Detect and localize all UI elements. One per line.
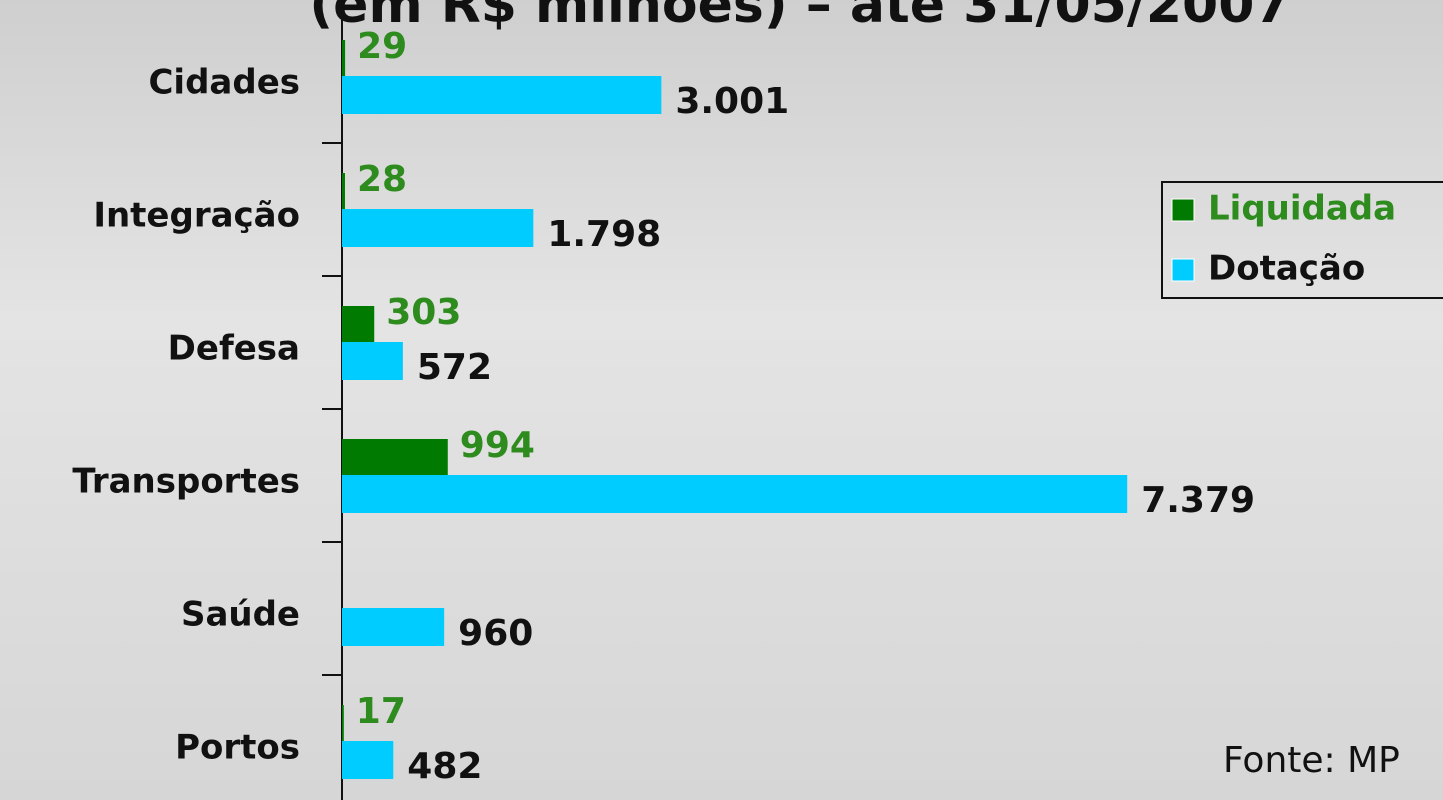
bar: [342, 40, 346, 76]
bar: [342, 741, 394, 779]
value-label: 3.001: [675, 81, 789, 122]
value-label: 1.798: [547, 214, 661, 255]
legend-swatch: [1171, 198, 1195, 222]
bar: [342, 705, 344, 741]
bar: [342, 342, 403, 380]
legend-swatch: [1171, 258, 1195, 282]
category-label: Saúde: [181, 595, 300, 635]
legend-label: Liquidada: [1208, 189, 1396, 229]
category-label: Transportes: [72, 462, 300, 502]
source-note: Fonte: MP: [1223, 740, 1400, 781]
bar: [342, 76, 662, 114]
value-label: 482: [407, 746, 482, 787]
value-label: 994: [460, 425, 535, 466]
value-label: 17: [356, 691, 406, 732]
bar: [342, 209, 534, 247]
bar: [342, 306, 375, 342]
value-label: 29: [357, 26, 407, 67]
bar: [342, 173, 345, 209]
value-label: 572: [417, 347, 492, 388]
bar: [342, 608, 445, 646]
bar: [342, 475, 1128, 513]
category-label: Cidades: [148, 63, 300, 103]
chart-title: (em R$ milhões) – até 31/05/2007: [309, 0, 1290, 35]
category-label: Portos: [175, 728, 300, 768]
value-label: 960: [458, 613, 533, 654]
bar: [342, 439, 448, 475]
category-label: Defesa: [168, 329, 300, 369]
legend-box: [1161, 181, 1443, 299]
legend-label: Dotação: [1208, 249, 1365, 289]
value-label: 7.379: [1141, 480, 1255, 521]
category-label: Integração: [93, 196, 300, 236]
value-label: 28: [357, 159, 407, 200]
value-label: 303: [386, 292, 461, 333]
